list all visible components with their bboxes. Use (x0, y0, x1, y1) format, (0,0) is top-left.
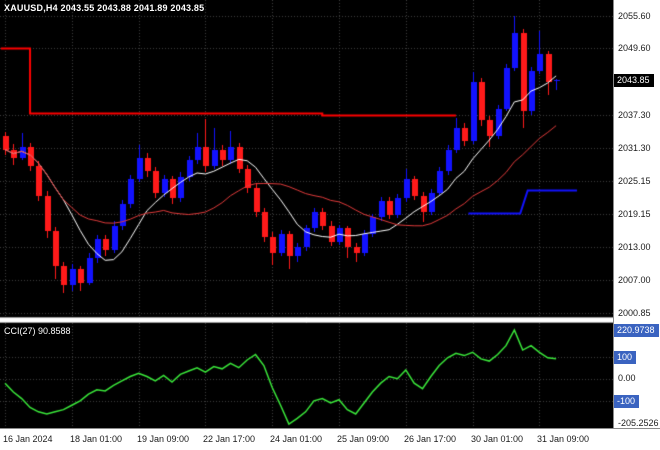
time-axis-label: 24 Jan 01:00 (270, 434, 323, 444)
price-axis[interactable]: 2043.85 2055.60 2049.60 2037.30 2031.30 2025… (613, 0, 660, 428)
time-axis-label: 16 Jan 2024 (3, 434, 53, 444)
cci-axis-badge: 220.9738 (614, 324, 659, 337)
chart-canvas[interactable] (0, 0, 613, 428)
price-axis-label: 2007.00 (618, 275, 651, 285)
price-axis-label: 2031.30 (618, 143, 651, 153)
cci-axis-badge: 100 (614, 351, 637, 364)
current-price-badge: 2043.85 (614, 74, 654, 87)
price-axis-label: 2000.85 (618, 308, 651, 318)
time-axis-label: 18 Jan 01:00 (70, 434, 123, 444)
price-axis-label: 2013.00 (618, 242, 651, 252)
cci-axis-badge: -100 (614, 395, 640, 408)
cci-indicator-label: CCI(27) 90.8588 (4, 326, 71, 336)
price-axis-label: 2037.30 (618, 110, 651, 120)
time-axis-label: 22 Jan 17:00 (203, 434, 256, 444)
price-axis-label: 2019.15 (618, 209, 651, 219)
price-axis-label: 2049.60 (618, 43, 651, 53)
cci-axis-label: -205.2526 (618, 418, 659, 428)
time-axis-label: 31 Jan 09:00 (537, 434, 590, 444)
price-axis-label: 2055.60 (618, 11, 651, 21)
price-axis-label: 2025.15 (618, 176, 651, 186)
plot-region: XAUUSD,H4 2043.55 2043.88 2041.89 2043.8… (0, 0, 613, 428)
time-axis-label: 25 Jan 09:00 (337, 434, 390, 444)
ohlc-summary: XAUUSD,H4 2043.55 2043.88 2041.89 2043.8… (4, 3, 205, 13)
time-axis-label: 19 Jan 09:00 (137, 434, 190, 444)
cci-axis-label: 0.00 (618, 373, 636, 383)
time-axis-label: 26 Jan 17:00 (404, 434, 457, 444)
time-axis-label: 30 Jan 01:00 (471, 434, 524, 444)
time-axis[interactable]: 16 Jan 2024 18 Jan 01:00 19 Jan 09:00 22 Ja… (0, 428, 660, 450)
